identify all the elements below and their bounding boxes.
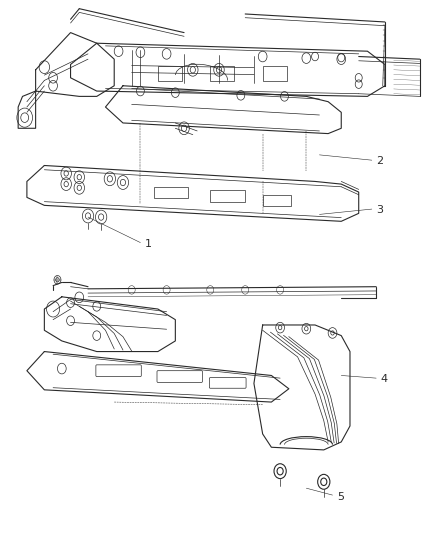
Bar <box>210 190 245 202</box>
Bar <box>263 66 287 82</box>
Text: 1: 1 <box>145 239 152 249</box>
Bar <box>158 66 182 82</box>
Text: 4: 4 <box>381 374 388 384</box>
Bar <box>263 195 291 206</box>
Text: 2: 2 <box>376 156 383 166</box>
Bar <box>210 66 234 82</box>
Text: 3: 3 <box>376 205 383 215</box>
Text: 5: 5 <box>337 491 344 502</box>
Bar <box>153 187 188 198</box>
